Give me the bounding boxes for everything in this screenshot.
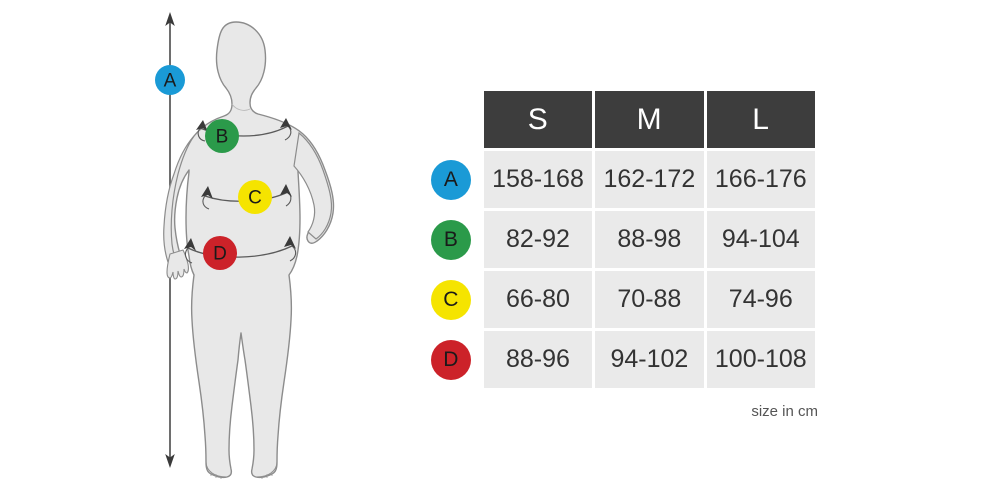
legend-cell-b: B (421, 211, 481, 268)
cell-c-l: 74-96 (706, 271, 815, 328)
table-corner-cell (421, 91, 481, 148)
figure-marker-c-circle (238, 180, 272, 214)
figure-marker-a: A (155, 65, 185, 95)
cell-d-m: 94-102 (595, 331, 704, 388)
figure-marker-b-label: B (216, 127, 229, 148)
cell-b-l: 94-104 (706, 211, 815, 268)
figure-marker-d-circle (203, 236, 237, 270)
legend-badge-b: B (430, 219, 471, 260)
table-row: D 88-96 94-102 100-108 (421, 331, 815, 388)
table-row: A 158-168 162-172 166-176 (421, 151, 815, 208)
figure-marker-a-label: A (164, 71, 177, 92)
size-table-body: A 158-168 162-172 166-176 B 82-92 88-98 … (421, 151, 815, 388)
column-header-m: M (595, 91, 704, 148)
table-row: C 66-80 70-88 74-96 (421, 271, 815, 328)
body-figure-panel: A B C D (0, 0, 400, 500)
cell-c-s: 66-80 (483, 271, 593, 328)
cell-b-m: 88-98 (595, 211, 704, 268)
figure-marker-d: D (203, 236, 237, 270)
legend-badge-d: D (430, 339, 471, 380)
cell-d-s: 88-96 (483, 331, 593, 388)
cell-b-s: 82-92 (483, 211, 593, 268)
column-header-l: L (706, 91, 815, 148)
body-silhouette (163, 21, 335, 479)
hip-measure-band (184, 236, 297, 264)
size-unit-caption: size in cm (751, 403, 818, 420)
cell-c-m: 70-88 (595, 271, 704, 328)
figure-marker-a-circle (155, 65, 185, 95)
legend-cell-a: A (421, 151, 481, 208)
cell-a-s: 158-168 (483, 151, 593, 208)
legend-cell-d: D (421, 331, 481, 388)
body-figure-svg: A B C D (155, 12, 335, 479)
legend-badge-a: A (430, 159, 471, 200)
figure-marker-b: B (205, 119, 239, 153)
legend-badge-c: C (430, 279, 471, 320)
legend-cell-c: C (421, 271, 481, 328)
figure-marker-b-circle (205, 119, 239, 153)
figure-marker-c: C (238, 180, 272, 214)
size-table: S M L A 158-168 162-172 166-176 B (418, 88, 818, 391)
size-table-head: S M L (421, 91, 815, 148)
column-header-s: S (483, 91, 593, 148)
figure-marker-d-label: D (213, 244, 227, 265)
cell-a-m: 162-172 (595, 151, 704, 208)
cell-a-l: 166-176 (706, 151, 815, 208)
table-header-row: S M L (421, 91, 815, 148)
table-row: B 82-92 88-98 94-104 (421, 211, 815, 268)
cell-d-l: 100-108 (706, 331, 815, 388)
size-table-panel: S M L A 158-168 162-172 166-176 B (418, 88, 818, 420)
figure-marker-c-label: C (248, 188, 262, 209)
